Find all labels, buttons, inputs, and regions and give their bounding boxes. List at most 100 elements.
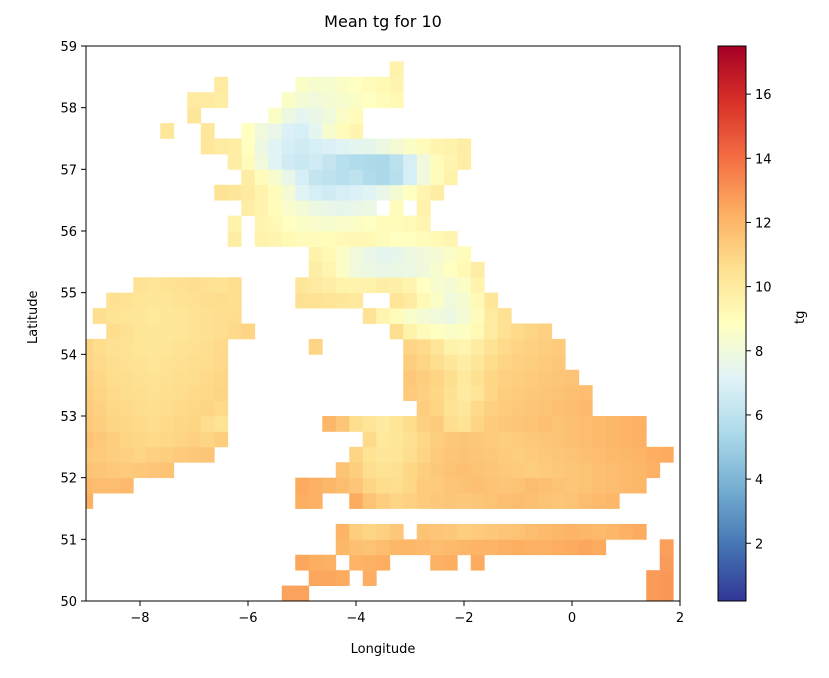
- heatmap-cell: [430, 400, 445, 417]
- heatmap-cell: [86, 354, 94, 371]
- heatmap-cell: [200, 354, 215, 371]
- heatmap-cell: [403, 138, 418, 155]
- heatmap-cell: [227, 231, 242, 247]
- heatmap-cell: [443, 385, 458, 401]
- heatmap-cell: [200, 138, 215, 155]
- heatmap-cell: [295, 585, 310, 601]
- heatmap-cell: [605, 523, 620, 540]
- heatmap-cell: [457, 493, 472, 509]
- heatmap-cell: [349, 416, 364, 432]
- heatmap-cell: [133, 462, 148, 479]
- heatmap-cell: [214, 292, 229, 309]
- heatmap-cell: [443, 462, 458, 479]
- heatmap-cell: [362, 246, 377, 263]
- heatmap-cell: [254, 153, 269, 170]
- heatmap-cell: [430, 138, 445, 155]
- heatmap-cell: [362, 261, 377, 278]
- heatmap-cell: [578, 462, 593, 479]
- heatmap-cell: [295, 184, 310, 201]
- heatmap-cell: [308, 92, 323, 109]
- heatmap-cell: [632, 446, 647, 463]
- heatmap-cell: [511, 400, 526, 417]
- heatmap-cell: [362, 477, 377, 494]
- heatmap-cell: [484, 292, 499, 309]
- heatmap-cell: [106, 354, 121, 371]
- heatmap-cell: [133, 369, 148, 386]
- heatmap-cell: [524, 462, 539, 479]
- heatmap-cell: [565, 539, 580, 556]
- heatmap-cell: [335, 539, 350, 556]
- heatmap-cell: [524, 400, 539, 417]
- heatmap-cell: [497, 400, 512, 417]
- heatmap-cell: [470, 292, 485, 309]
- heatmap-cell: [524, 431, 539, 448]
- heatmap-cell: [416, 354, 431, 371]
- heatmap-cell: [430, 523, 445, 540]
- heatmap-cell: [430, 277, 445, 294]
- heatmap-cell: [376, 308, 391, 324]
- x-tick-label: −4: [346, 611, 365, 626]
- heatmap-cell: [592, 523, 607, 540]
- heatmap-cell: [511, 493, 526, 509]
- heatmap-cell: [281, 153, 296, 170]
- heatmap-cell: [389, 231, 404, 247]
- heatmap-cell: [200, 400, 215, 417]
- heatmap-cell: [268, 107, 283, 124]
- heatmap-cell: [349, 477, 364, 494]
- heatmap-cell: [578, 493, 593, 509]
- heatmap-cell: [403, 462, 418, 479]
- heatmap-cell: [362, 76, 377, 93]
- heatmap-cell: [511, 431, 526, 448]
- heatmap-cell: [362, 231, 377, 247]
- heatmap-cell: [524, 446, 539, 463]
- heatmap-cell: [160, 416, 175, 432]
- heatmap-cell: [457, 246, 472, 263]
- heatmap-cell: [632, 431, 647, 448]
- heatmap-cell: [511, 354, 526, 371]
- heatmap-cell: [376, 246, 391, 263]
- heatmap-cell: [551, 385, 566, 401]
- colorbar-tick-label: 14: [755, 152, 772, 167]
- heatmap-cell: [389, 292, 404, 309]
- heatmap-cell: [484, 354, 499, 371]
- heatmap-cell: [376, 477, 391, 494]
- heatmap-cell: [646, 462, 661, 479]
- heatmap-cell: [551, 338, 566, 355]
- heatmap-cell: [173, 323, 188, 340]
- heatmap-cell: [322, 277, 337, 294]
- heatmap-cell: [497, 462, 512, 479]
- heatmap-cell: [443, 354, 458, 371]
- heatmap-cell: [416, 477, 431, 494]
- heatmap-cell: [619, 416, 634, 432]
- heatmap-cell: [578, 431, 593, 448]
- heatmap-cell: [389, 76, 404, 93]
- heatmap-cell: [106, 338, 121, 355]
- heatmap-cell: [200, 92, 215, 109]
- heatmap-cell: [322, 416, 337, 432]
- heatmap-cell: [389, 308, 404, 324]
- heatmap-cell: [416, 431, 431, 448]
- heatmap-cell: [133, 385, 148, 401]
- heatmap-cell: [241, 323, 256, 340]
- heatmap-cell: [484, 308, 499, 324]
- heatmap-cell: [308, 493, 323, 509]
- heatmap-cell: [308, 215, 323, 232]
- heatmap-cell: [443, 261, 458, 278]
- colorbar-tick-label: 4: [755, 473, 763, 488]
- heatmap-cell: [403, 169, 418, 186]
- heatmap-cell: [146, 385, 161, 401]
- heatmap-cell: [538, 400, 553, 417]
- heatmap-cell: [443, 369, 458, 386]
- heatmap-cell: [389, 446, 404, 463]
- heatmap-cell: [349, 215, 364, 232]
- heatmap-cell: [511, 523, 526, 540]
- heatmap-cell: [592, 493, 607, 509]
- heatmap-cell: [362, 184, 377, 201]
- heatmap-cell: [443, 153, 458, 170]
- heatmap-cell: [497, 477, 512, 494]
- heatmap-cell: [470, 261, 485, 278]
- heatmap-cell: [578, 477, 593, 494]
- heatmap-cell: [551, 539, 566, 556]
- heatmap-cell: [349, 231, 364, 247]
- heatmap-cell: [538, 446, 553, 463]
